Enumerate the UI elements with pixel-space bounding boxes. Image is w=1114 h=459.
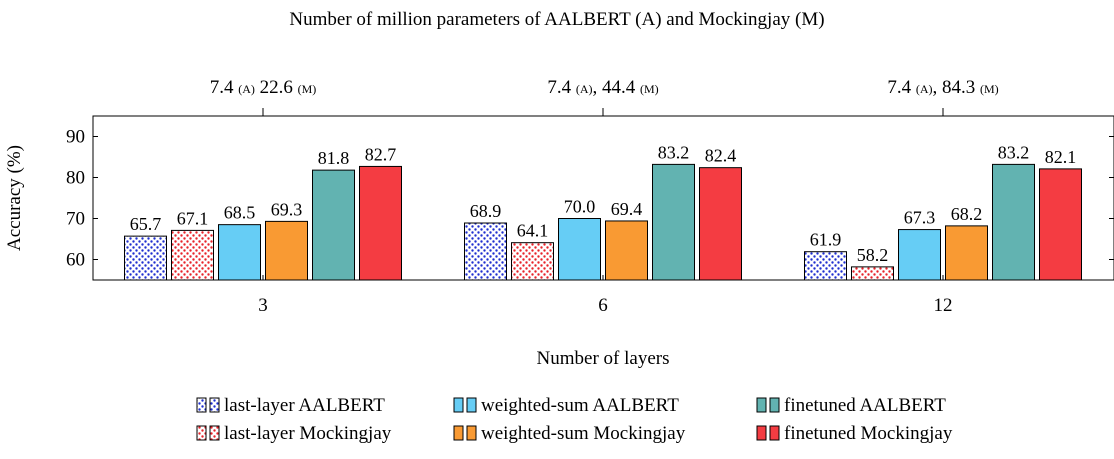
legend-entry: last-layer Mockingjay [196,423,392,444]
y-ticks-layer: 60 70 80 90 [66,127,1114,271]
bar-finetuned-mockingjay-layers-3 [359,165,402,281]
legend-entry: last-layer AALBERT [196,395,385,416]
top-axis-title: Number of million parameters of AALBERT … [289,9,824,30]
legend-swatch [769,397,780,413]
bar-weighted-sum-mockingjay-layers-3 [265,220,308,281]
legend-entry: weighted-sum AALBERT [453,395,679,416]
x-tick-label: 6 [598,295,608,316]
bar-value-label: 83.2 [998,142,1030,162]
legend-swatch [209,397,220,413]
bar-value-label: 65.7 [130,214,162,234]
legend-swatch [453,397,464,413]
bar-labels-layer: 65.7 67.1 68.5 69.3 81.8 82.7 68.9 64.1 70.0 69.4… [130,142,1077,265]
legend-entry: finetuned Mockingjay [756,423,953,444]
legend-swatch [453,425,464,441]
bar-finetuned-aalbert-layers-3 [312,169,355,281]
bar-last-layer-mockingjay-layers-12 [851,266,894,281]
top-tick-label: 7.4 (A), 84.3 (M) [887,77,998,98]
bar-value-label: 81.8 [318,148,350,168]
bar-value-label: 82.7 [365,144,397,164]
bar-weighted-sum-aalbert-layers-3 [218,224,261,281]
bar-value-label: 69.4 [611,199,643,219]
bar-value-label: 61.9 [810,230,842,250]
top-tick-label: 7.4 (A) 22.6 (M) [210,77,317,98]
legend-label: last-layer AALBERT [224,395,385,416]
bar-value-label: 69.3 [271,199,303,219]
legend-swatch [466,425,477,441]
bar-weighted-sum-mockingjay-layers-12 [945,225,988,281]
y-tick-label: 60 [66,250,85,271]
legend-label: weighted-sum Mockingjay [481,423,686,444]
top-ticks-layer: 7.4 (A) 22.6 (M) 7.4 (A), 44.4 (M) 7.4 (A)… [210,77,999,116]
legend-label: finetuned Mockingjay [784,423,953,444]
bar-value-label: 68.5 [224,203,256,223]
legend-swatch [769,425,780,441]
bar-weighted-sum-aalbert-layers-6 [558,218,601,281]
bar-value-label: 70.0 [564,197,596,217]
legend-label: weighted-sum AALBERT [481,395,679,416]
legend-swatch [196,397,207,413]
x-tick-label: 12 [934,295,953,316]
bar-value-label: 68.2 [951,204,983,224]
y-tick-label: 70 [66,209,85,230]
y-tick-label: 90 [66,127,85,148]
bar-finetuned-mockingjay-layers-6 [699,167,742,281]
legend-swatch [756,397,767,413]
bar-value-label: 82.4 [705,146,737,166]
x-axis-label: Number of layers [537,348,670,369]
x-tick-label: 3 [258,295,268,316]
bar-value-label: 67.1 [177,208,209,228]
bar-last-layer-aalbert-layers-3 [124,235,167,281]
bars-layer [124,163,1082,281]
bar-weighted-sum-aalbert-layers-12 [898,229,941,281]
y-tick-label: 80 [66,168,85,189]
bar-last-layer-aalbert-layers-12 [804,251,847,281]
bar-value-label: 82.1 [1045,147,1077,167]
legend: last-layer AALBERT last-layer Mockingjay w… [196,395,953,444]
bar-last-layer-aalbert-layers-6 [464,222,507,281]
bar-finetuned-aalbert-layers-12 [992,163,1035,281]
bar-value-label: 68.9 [470,201,502,221]
legend-label: finetuned AALBERT [784,395,946,416]
legend-label: last-layer Mockingjay [224,423,392,444]
legend-entry: weighted-sum Mockingjay [453,423,686,444]
bar-value-label: 83.2 [658,142,690,162]
bar-value-label: 67.3 [904,208,936,228]
legend-swatch [209,425,220,441]
legend-swatch [466,397,477,413]
bar-finetuned-mockingjay-layers-12 [1039,168,1082,281]
top-tick-label: 7.4 (A), 44.4 (M) [547,77,658,98]
legend-swatch [196,425,207,441]
bar-weighted-sum-mockingjay-layers-6 [605,220,648,281]
bar-value-label: 58.2 [857,245,889,265]
y-axis-label: Accuracy (%) [4,145,25,251]
bar-value-label: 64.1 [517,221,549,241]
bar-last-layer-mockingjay-layers-6 [511,242,554,281]
bar-finetuned-aalbert-layers-6 [652,163,695,281]
x-ticks-layer: 3 6 12 [258,275,953,316]
legend-swatch [756,425,767,441]
bar-last-layer-mockingjay-layers-3 [171,229,214,281]
legend-entry: finetuned AALBERT [756,395,946,416]
